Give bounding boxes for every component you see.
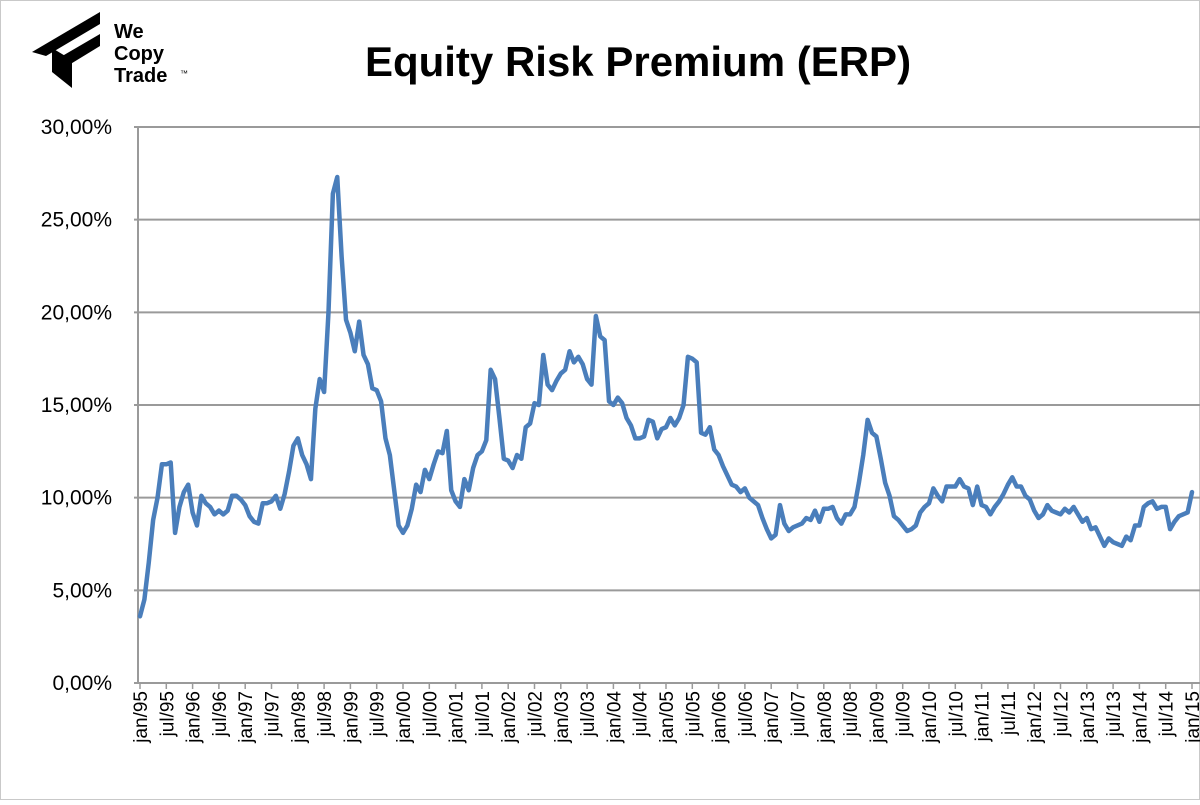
x-tick-label: jul/00 bbox=[420, 691, 441, 737]
x-tick-label: jul/11 bbox=[999, 691, 1020, 736]
x-tick-label: jul/03 bbox=[578, 691, 599, 737]
x-tick-label: jul/12 bbox=[1052, 691, 1073, 737]
logo: We Copy Trade ™ bbox=[32, 12, 188, 88]
y-tick-label: 10,00% bbox=[41, 487, 112, 510]
x-tick-label: jul/09 bbox=[894, 691, 915, 737]
x-tick-label: jan/04 bbox=[604, 691, 625, 744]
x-tick-label: jan/08 bbox=[815, 691, 836, 744]
y-tick-label: 5,00% bbox=[52, 579, 112, 602]
x-tick-label: jul/06 bbox=[736, 691, 757, 737]
x-tick-label: jul/96 bbox=[210, 691, 231, 737]
y-tick-label: 25,00% bbox=[41, 209, 112, 232]
y-tick-label: 20,00% bbox=[41, 301, 112, 324]
x-tick-label: jan/96 bbox=[184, 691, 205, 744]
x-tick-label: jul/10 bbox=[946, 691, 967, 737]
x-tick-label: jul/04 bbox=[631, 691, 652, 738]
x-tick-label: jan/09 bbox=[867, 691, 888, 744]
x-tick-label: jul/97 bbox=[263, 691, 284, 737]
x-tick-label: jul/08 bbox=[841, 691, 862, 737]
x-tick-label: jul/07 bbox=[789, 691, 810, 737]
data-line bbox=[137, 174, 1195, 619]
x-tick-label: jan/13 bbox=[1078, 691, 1099, 744]
logo-trademark: ™ bbox=[180, 69, 188, 78]
x-tick-label: jul/95 bbox=[157, 691, 178, 737]
chart-title: Equity Risk Premium (ERP) bbox=[365, 38, 911, 85]
x-tick-label: jan/00 bbox=[394, 691, 415, 744]
logo-text: Copy bbox=[114, 43, 165, 65]
x-tick-label: jan/01 bbox=[447, 691, 468, 744]
x-tick-label: jan/12 bbox=[1025, 691, 1046, 744]
x-tick-label: jul/02 bbox=[526, 691, 547, 737]
x-tick-label: jul/13 bbox=[1104, 691, 1125, 737]
x-tick-label: jan/95 bbox=[131, 691, 152, 744]
y-tick-label: 15,00% bbox=[41, 394, 112, 417]
x-tick-label: jan/06 bbox=[710, 691, 731, 744]
x-tick-label: jan/07 bbox=[762, 691, 783, 744]
x-tick-label: jan/05 bbox=[657, 691, 678, 744]
logo-text: We bbox=[114, 21, 144, 43]
x-tick-label: jul/14 bbox=[1157, 691, 1178, 738]
x-tick-label: jul/99 bbox=[368, 691, 389, 737]
logo-text: Trade bbox=[114, 65, 167, 87]
logo-icon bbox=[32, 12, 100, 56]
y-tick-label: 0,00% bbox=[52, 672, 112, 695]
x-tick-label: jan/02 bbox=[499, 691, 520, 744]
x-tick-label: jan/03 bbox=[552, 691, 573, 744]
x-tick-label: jul/01 bbox=[473, 691, 494, 737]
x-tick-label: jan/15 bbox=[1183, 691, 1200, 744]
x-tick-label: jan/98 bbox=[289, 691, 310, 744]
x-tick-label: jan/99 bbox=[341, 691, 362, 744]
x-tick-label: jul/98 bbox=[315, 691, 336, 737]
x-tick-label: jan/14 bbox=[1130, 691, 1151, 744]
x-tick-label: jan/97 bbox=[236, 691, 257, 744]
x-tick-label: jan/11 bbox=[973, 691, 994, 742]
logo-icon bbox=[52, 48, 72, 88]
x-tick-label: jan/10 bbox=[920, 691, 941, 744]
y-tick-label: 30,00% bbox=[41, 116, 112, 139]
x-tick-label: jul/05 bbox=[683, 691, 704, 737]
